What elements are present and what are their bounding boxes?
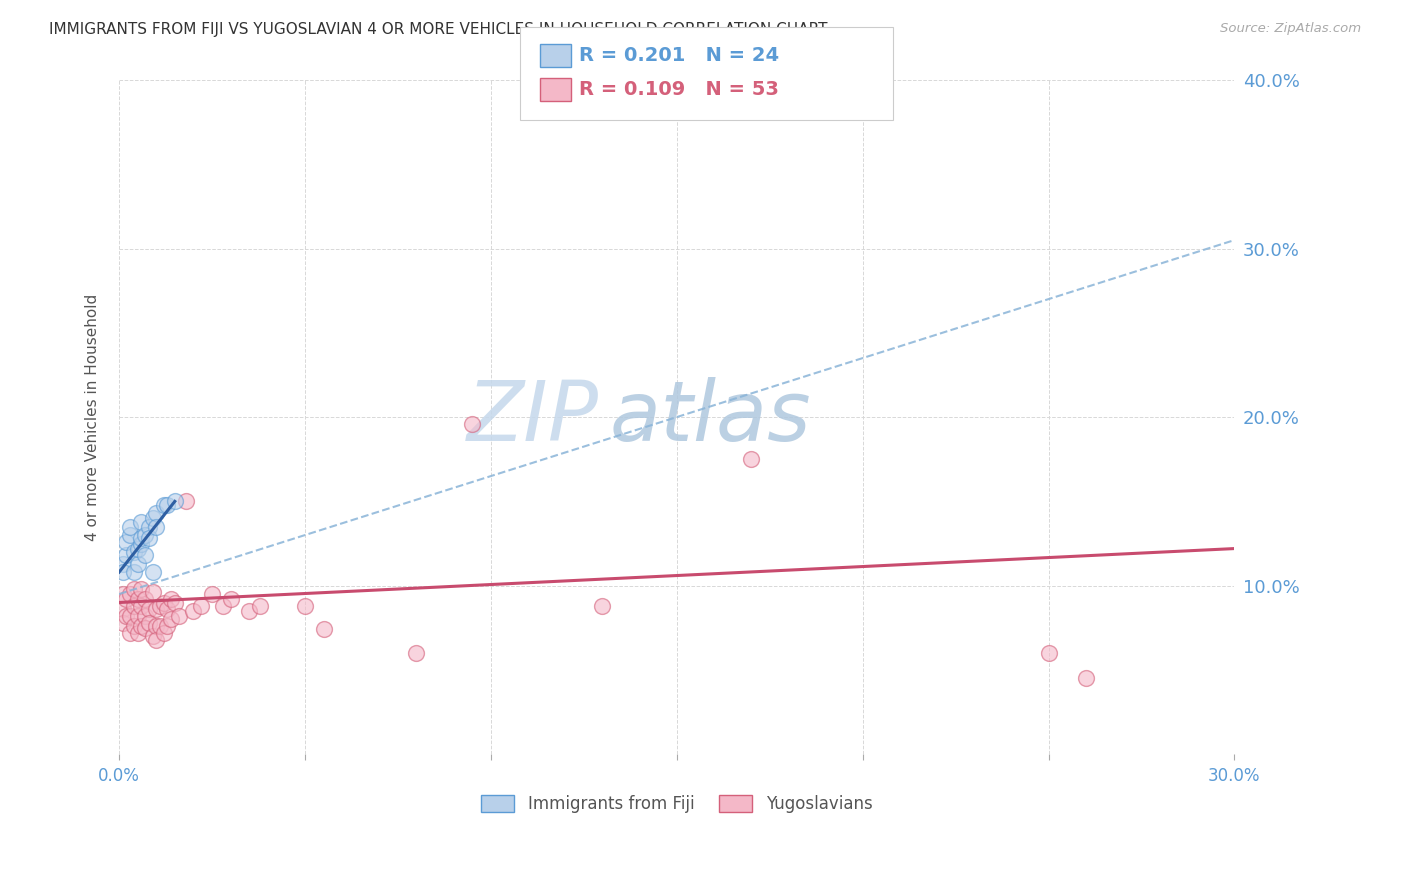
Point: [152, 498, 174, 512]
Point: [115, 592, 138, 607]
Point: [127, 625, 149, 640]
Point: [183, 604, 205, 618]
Point: [111, 587, 134, 601]
Point: [120, 587, 142, 601]
Point: [145, 602, 167, 616]
Point: [131, 515, 153, 529]
Point: [163, 494, 186, 508]
Point: [115, 534, 138, 549]
Point: [405, 646, 427, 660]
Point: [312, 623, 335, 637]
Point: [131, 582, 153, 596]
Point: [249, 599, 271, 613]
Point: [163, 595, 186, 609]
Point: [156, 498, 179, 512]
Point: [122, 619, 145, 633]
Point: [201, 587, 224, 601]
Point: [115, 609, 138, 624]
Point: [156, 602, 179, 616]
Point: [294, 599, 316, 613]
Point: [131, 619, 153, 633]
Point: [120, 625, 142, 640]
Point: [131, 532, 153, 546]
Point: [122, 599, 145, 613]
Text: R = 0.201   N = 24: R = 0.201 N = 24: [579, 45, 779, 65]
Point: [131, 536, 153, 550]
Point: [111, 602, 134, 616]
Point: [127, 592, 149, 607]
Y-axis label: 4 or more Vehicles in Household: 4 or more Vehicles in Household: [86, 293, 100, 541]
Point: [145, 506, 167, 520]
Point: [740, 452, 762, 467]
Point: [122, 545, 145, 559]
Point: [145, 519, 167, 533]
Point: [138, 615, 160, 630]
Point: [141, 565, 163, 579]
Point: [145, 619, 167, 633]
Point: [149, 619, 172, 633]
Point: [152, 625, 174, 640]
Point: [131, 599, 153, 613]
Text: Source: ZipAtlas.com: Source: ZipAtlas.com: [1220, 22, 1361, 36]
Point: [111, 557, 134, 571]
Point: [115, 549, 138, 563]
Point: [138, 519, 160, 533]
Point: [174, 494, 197, 508]
Point: [134, 621, 156, 635]
Text: IMMIGRANTS FROM FIJI VS YUGOSLAVIAN 4 OR MORE VEHICLES IN HOUSEHOLD CORRELATION : IMMIGRANTS FROM FIJI VS YUGOSLAVIAN 4 OR…: [49, 22, 828, 37]
Point: [167, 609, 190, 624]
Point: [190, 599, 212, 613]
Point: [212, 599, 235, 613]
Point: [141, 585, 163, 599]
Point: [591, 599, 613, 613]
Text: ZIP: ZIP: [467, 376, 599, 458]
Point: [138, 602, 160, 616]
Point: [160, 592, 183, 607]
Legend: Immigrants from Fiji, Yugoslavians: Immigrants from Fiji, Yugoslavians: [481, 795, 873, 814]
Text: R = 0.109   N = 53: R = 0.109 N = 53: [579, 79, 779, 99]
Text: atlas: atlas: [610, 376, 811, 458]
Point: [1038, 646, 1060, 660]
Point: [127, 609, 149, 624]
Point: [461, 417, 484, 431]
Point: [120, 519, 142, 533]
Point: [149, 599, 172, 613]
Point: [111, 615, 134, 630]
Point: [127, 541, 149, 556]
Point: [219, 592, 242, 607]
Point: [134, 528, 156, 542]
Point: [152, 595, 174, 609]
Point: [122, 565, 145, 579]
Point: [122, 582, 145, 596]
Point: [120, 609, 142, 624]
Point: [111, 565, 134, 579]
Point: [1074, 671, 1097, 685]
Point: [127, 557, 149, 571]
Point: [238, 604, 260, 618]
Point: [141, 629, 163, 643]
Point: [156, 619, 179, 633]
Point: [145, 632, 167, 647]
Point: [141, 511, 163, 525]
Point: [138, 532, 160, 546]
Point: [134, 592, 156, 607]
Point: [134, 609, 156, 624]
Point: [134, 549, 156, 563]
Point: [120, 528, 142, 542]
Point: [160, 612, 183, 626]
